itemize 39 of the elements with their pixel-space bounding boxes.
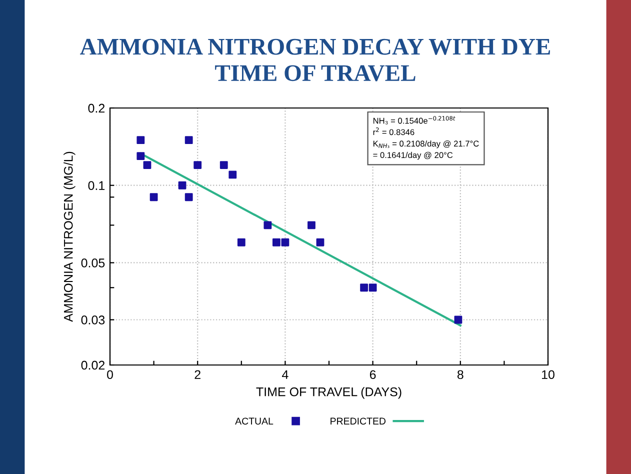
point	[184, 193, 193, 202]
point	[264, 221, 272, 230]
legend-label: ACTUAL	[235, 418, 274, 425]
point	[228, 170, 237, 179]
annotation: r$^{2}$ = 0.8346	[373, 127, 414, 136]
point	[136, 136, 145, 144]
point	[194, 161, 202, 169]
point	[143, 161, 152, 169]
x-tick-label: 6	[370, 370, 376, 380]
x-tick-label: 0	[107, 370, 113, 380]
chart-title: AMMONIA NITROGEN DECAY WITH DYE TIME OF TRAVEL	[80, 38, 550, 82]
annotation: NH₃ = 0.1540e$^{−0.2108t}$	[373, 116, 456, 124]
point	[272, 238, 280, 246]
point	[281, 238, 290, 246]
y-tick-label: 0.1	[88, 181, 105, 190]
x-axis-title: TIME OF TRAVEL (DAYS)	[256, 387, 402, 399]
annotation: = 0.1641/day @ 20°C	[373, 152, 453, 160]
point	[136, 152, 145, 160]
y-tick-label: 0.2	[88, 104, 105, 113]
point	[368, 284, 377, 292]
y-tick-label: 0.02	[81, 360, 105, 370]
x-tick-label: 2	[194, 370, 200, 379]
point	[360, 284, 368, 292]
point	[308, 221, 316, 230]
point	[184, 136, 193, 144]
point	[454, 316, 462, 324]
x-tick-label: 4	[282, 370, 288, 379]
y-tick-label: 0.05	[81, 258, 105, 268]
annotation: K$_{NH₃}$ = 0.2108/day @ 21.7°C	[373, 140, 479, 148]
legend-label: PREDICTED	[330, 418, 386, 425]
point	[237, 238, 246, 246]
x-tick-label: 10	[542, 370, 554, 380]
point	[220, 161, 228, 169]
point	[150, 193, 158, 202]
y-tick-label: 0.03	[81, 316, 105, 324]
point	[178, 181, 186, 190]
x-tick-label: 8	[457, 370, 464, 380]
point	[316, 238, 324, 246]
y-axis-title: AMMONIA NITROGEN (MG/L)	[64, 152, 76, 322]
